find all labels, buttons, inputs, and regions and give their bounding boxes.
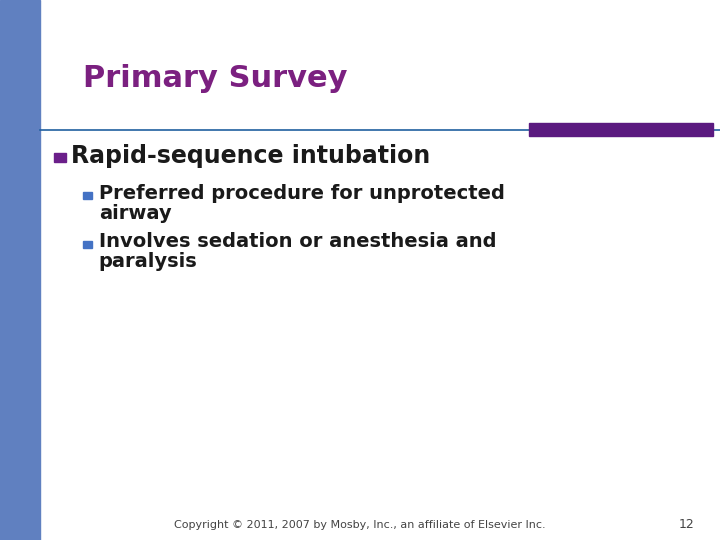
- Bar: [529, 123, 713, 136]
- Text: Primary Survey: Primary Survey: [83, 64, 347, 93]
- Text: Copyright © 2011, 2007 by Mosby, Inc., an affiliate of Elsevier Inc.: Copyright © 2011, 2007 by Mosby, Inc., a…: [174, 520, 546, 530]
- Text: 12: 12: [679, 518, 695, 531]
- Bar: [54, 153, 66, 162]
- Text: Rapid-sequence intubation: Rapid-sequence intubation: [71, 144, 430, 167]
- Bar: [83, 241, 92, 247]
- Text: airway: airway: [99, 204, 171, 223]
- Bar: [0, 0, 40, 540]
- Text: Preferred procedure for unprotected: Preferred procedure for unprotected: [99, 184, 505, 203]
- Bar: [83, 192, 92, 199]
- Text: Involves sedation or anesthesia and: Involves sedation or anesthesia and: [99, 232, 496, 252]
- Text: paralysis: paralysis: [99, 252, 197, 272]
